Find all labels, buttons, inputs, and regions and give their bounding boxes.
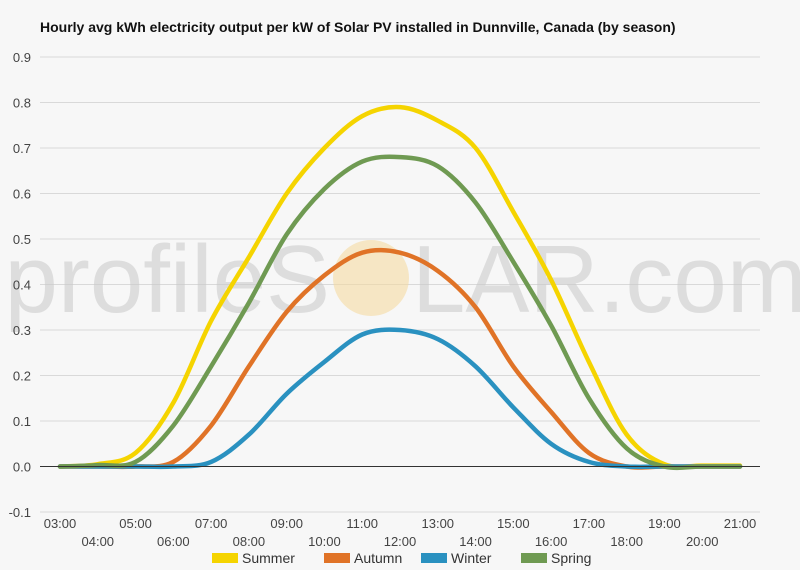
y-tick-label: 0.6 — [13, 187, 31, 202]
x-tick-label: 16:00 — [535, 534, 568, 549]
legend: Summer Autumn Winter Spring — [212, 550, 591, 566]
legend-label-summer: Summer — [242, 550, 295, 566]
y-tick-label: 0.5 — [13, 232, 31, 247]
y-tick-label: 0.3 — [13, 323, 31, 338]
x-tick-label: 14:00 — [459, 534, 492, 549]
x-tick-label: 21:00 — [724, 516, 757, 531]
x-tick-label: 04:00 — [82, 534, 115, 549]
y-tick-label: 0.1 — [13, 414, 31, 429]
legend-swatch-autumn — [324, 553, 350, 563]
x-tick-label: 05:00 — [119, 516, 152, 531]
y-tick-label: 0.7 — [13, 141, 31, 156]
x-tick-label: 07:00 — [195, 516, 228, 531]
x-tick-label: 10:00 — [308, 534, 341, 549]
series-line-spring — [57, 154, 743, 471]
watermark-text-right: LAR.com — [412, 226, 800, 333]
x-tick-label: 12:00 — [384, 534, 417, 549]
legend-label-winter: Winter — [451, 550, 492, 566]
legend-swatch-winter — [421, 553, 447, 563]
x-tick-label: 20:00 — [686, 534, 719, 549]
legend-label-autumn: Autumn — [354, 550, 402, 566]
x-tick-label: 13:00 — [422, 516, 455, 531]
x-tick-label: 17:00 — [573, 516, 606, 531]
watermark-text-left: profileS — [5, 226, 331, 333]
y-tick-label: -0.1 — [9, 505, 31, 520]
y-tick-label: 0.4 — [13, 278, 31, 293]
y-tick-label: 0.9 — [13, 50, 31, 65]
x-tick-label: 06:00 — [157, 534, 190, 549]
x-tick-label: 15:00 — [497, 516, 530, 531]
legend-swatch-spring — [521, 553, 547, 563]
series-line-summer — [57, 104, 743, 470]
x-tick-label: 11:00 — [346, 516, 378, 531]
chart-title: Hourly avg kWh electricity output per kW… — [40, 19, 676, 35]
x-tick-label: 19:00 — [648, 516, 681, 531]
legend-swatch-summer — [212, 553, 238, 563]
y-tick-label: 0.2 — [13, 369, 31, 384]
watermark: profileS LAR.com — [5, 226, 800, 333]
x-tick-label: 08:00 — [233, 534, 266, 549]
y-tick-label: 0.8 — [13, 96, 31, 111]
y-tick-label: 0.0 — [13, 460, 31, 475]
legend-label-spring: Spring — [551, 550, 591, 566]
x-tick-label: 03:00 — [44, 516, 77, 531]
x-tick-label: 18:00 — [610, 534, 643, 549]
x-axis: 03:00 04:00 05:00 06:00 07:00 08:00 09:00 10:00… — [44, 516, 757, 549]
y-axis: -0.1 0.0 0.1 0.2 0.3 0.4 0.5 0.6 0.7 0.8 0.9 — [9, 50, 760, 520]
x-tick-label: 09:00 — [270, 516, 303, 531]
